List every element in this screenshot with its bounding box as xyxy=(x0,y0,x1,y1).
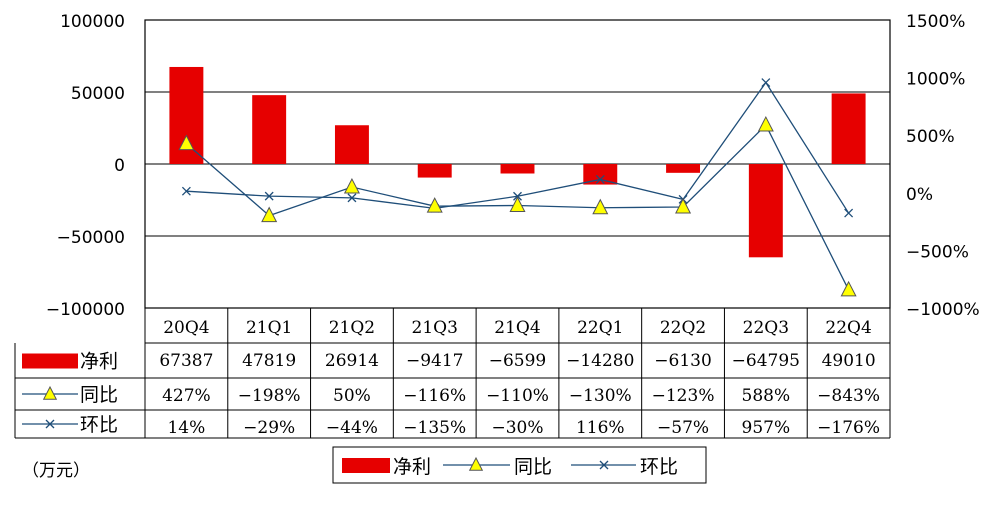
y-right-tick-label: −500% xyxy=(906,242,969,262)
point-qoq xyxy=(595,174,605,184)
table-row-label: 同比 xyxy=(80,384,118,406)
table-key-bar xyxy=(22,353,78,369)
point-qoq xyxy=(264,191,274,201)
legend-label: 净利 xyxy=(393,456,431,478)
data-label: −135% xyxy=(403,418,466,438)
data-label: −57% xyxy=(657,418,709,438)
point-qoq xyxy=(761,78,771,88)
y-left-tick-label: −100000 xyxy=(46,300,125,320)
data-label: 26914 xyxy=(325,351,379,371)
unit-label: （万元） xyxy=(22,461,90,481)
point-yoy xyxy=(840,280,857,297)
data-label: −64795 xyxy=(732,351,800,371)
data-label: −44% xyxy=(326,418,378,438)
point-yoy xyxy=(426,197,443,213)
data-label: −6599 xyxy=(489,351,547,371)
bar-net-profit xyxy=(666,164,701,173)
y-left-tick-label: 50000 xyxy=(71,84,125,104)
data-label: −123% xyxy=(652,386,715,406)
x-tick-label: 20Q4 xyxy=(163,318,209,338)
bar-net-profit xyxy=(500,164,535,174)
x-tick-label: 21Q2 xyxy=(329,318,375,338)
data-label: 14% xyxy=(167,418,205,438)
x-tick-label: 21Q1 xyxy=(246,318,292,338)
table-row-label: 环比 xyxy=(80,414,118,436)
point-yoy xyxy=(261,206,278,223)
data-label: −176% xyxy=(817,418,880,438)
data-label: −116% xyxy=(403,386,466,406)
data-label: 50% xyxy=(333,386,371,406)
y-left-tick-label: 0 xyxy=(114,156,125,176)
point-qoq xyxy=(347,193,357,203)
y-left-tick-label: −50000 xyxy=(57,228,125,248)
table-key-qoq-marker xyxy=(45,419,55,429)
data-label: −6130 xyxy=(654,351,712,371)
data-label: −30% xyxy=(491,418,543,438)
data-label: −843% xyxy=(817,386,880,406)
table-row-label: 净利 xyxy=(80,351,118,373)
y-right-tick-label: 0% xyxy=(906,185,933,205)
x-tick-label: 21Q4 xyxy=(494,318,540,338)
data-label: 588% xyxy=(742,386,791,406)
y-right-tick-label: 500% xyxy=(906,127,955,147)
point-qoq xyxy=(844,208,854,218)
bar-net-profit xyxy=(417,164,452,178)
bar-net-profit xyxy=(831,93,866,164)
x-tick-label: 22Q3 xyxy=(743,318,789,338)
y-right-tick-label: 1000% xyxy=(906,70,965,90)
point-qoq xyxy=(181,186,191,196)
x-tick-label: 22Q4 xyxy=(825,318,871,338)
point-qoq xyxy=(513,191,522,201)
point-yoy xyxy=(178,134,195,151)
y-right-tick-label: −1000% xyxy=(906,300,980,320)
x-tick-label: 22Q1 xyxy=(577,318,623,338)
x-tick-label: 22Q2 xyxy=(660,318,706,338)
data-label: −14280 xyxy=(566,351,634,371)
legend xyxy=(332,446,707,484)
legend-key-yoy-marker xyxy=(468,456,484,471)
data-label: 47819 xyxy=(242,351,296,371)
data-label: −110% xyxy=(486,386,549,406)
data-label: 957% xyxy=(742,418,791,438)
data-label: 49010 xyxy=(822,351,876,371)
data-label: −198% xyxy=(238,386,301,406)
point-yoy xyxy=(343,177,360,194)
bar-net-profit xyxy=(748,164,783,258)
x-tick-label: 21Q3 xyxy=(412,318,458,338)
data-label: 427% xyxy=(162,386,211,406)
legend-key-bar xyxy=(342,458,390,473)
point-yoy xyxy=(509,196,526,212)
table-key-yoy-marker xyxy=(42,385,58,400)
point-yoy xyxy=(592,198,609,215)
legend-label: 同比 xyxy=(514,456,552,478)
data-label: 116% xyxy=(576,418,625,438)
point-yoy xyxy=(675,197,692,214)
legend-key-qoq-marker xyxy=(599,460,609,470)
data-label: −29% xyxy=(243,418,295,438)
data-label: −9417 xyxy=(406,351,464,371)
y-right-tick-label: 1500% xyxy=(906,12,965,32)
legend-label: 环比 xyxy=(640,456,678,478)
bar-net-profit xyxy=(334,125,369,164)
bar-net-profit xyxy=(583,164,618,185)
data-label: 67387 xyxy=(159,351,213,371)
bar-net-profit xyxy=(252,95,287,164)
point-yoy xyxy=(757,115,774,132)
data-label: −130% xyxy=(569,386,632,406)
y-left-tick-label: 100000 xyxy=(60,12,125,32)
